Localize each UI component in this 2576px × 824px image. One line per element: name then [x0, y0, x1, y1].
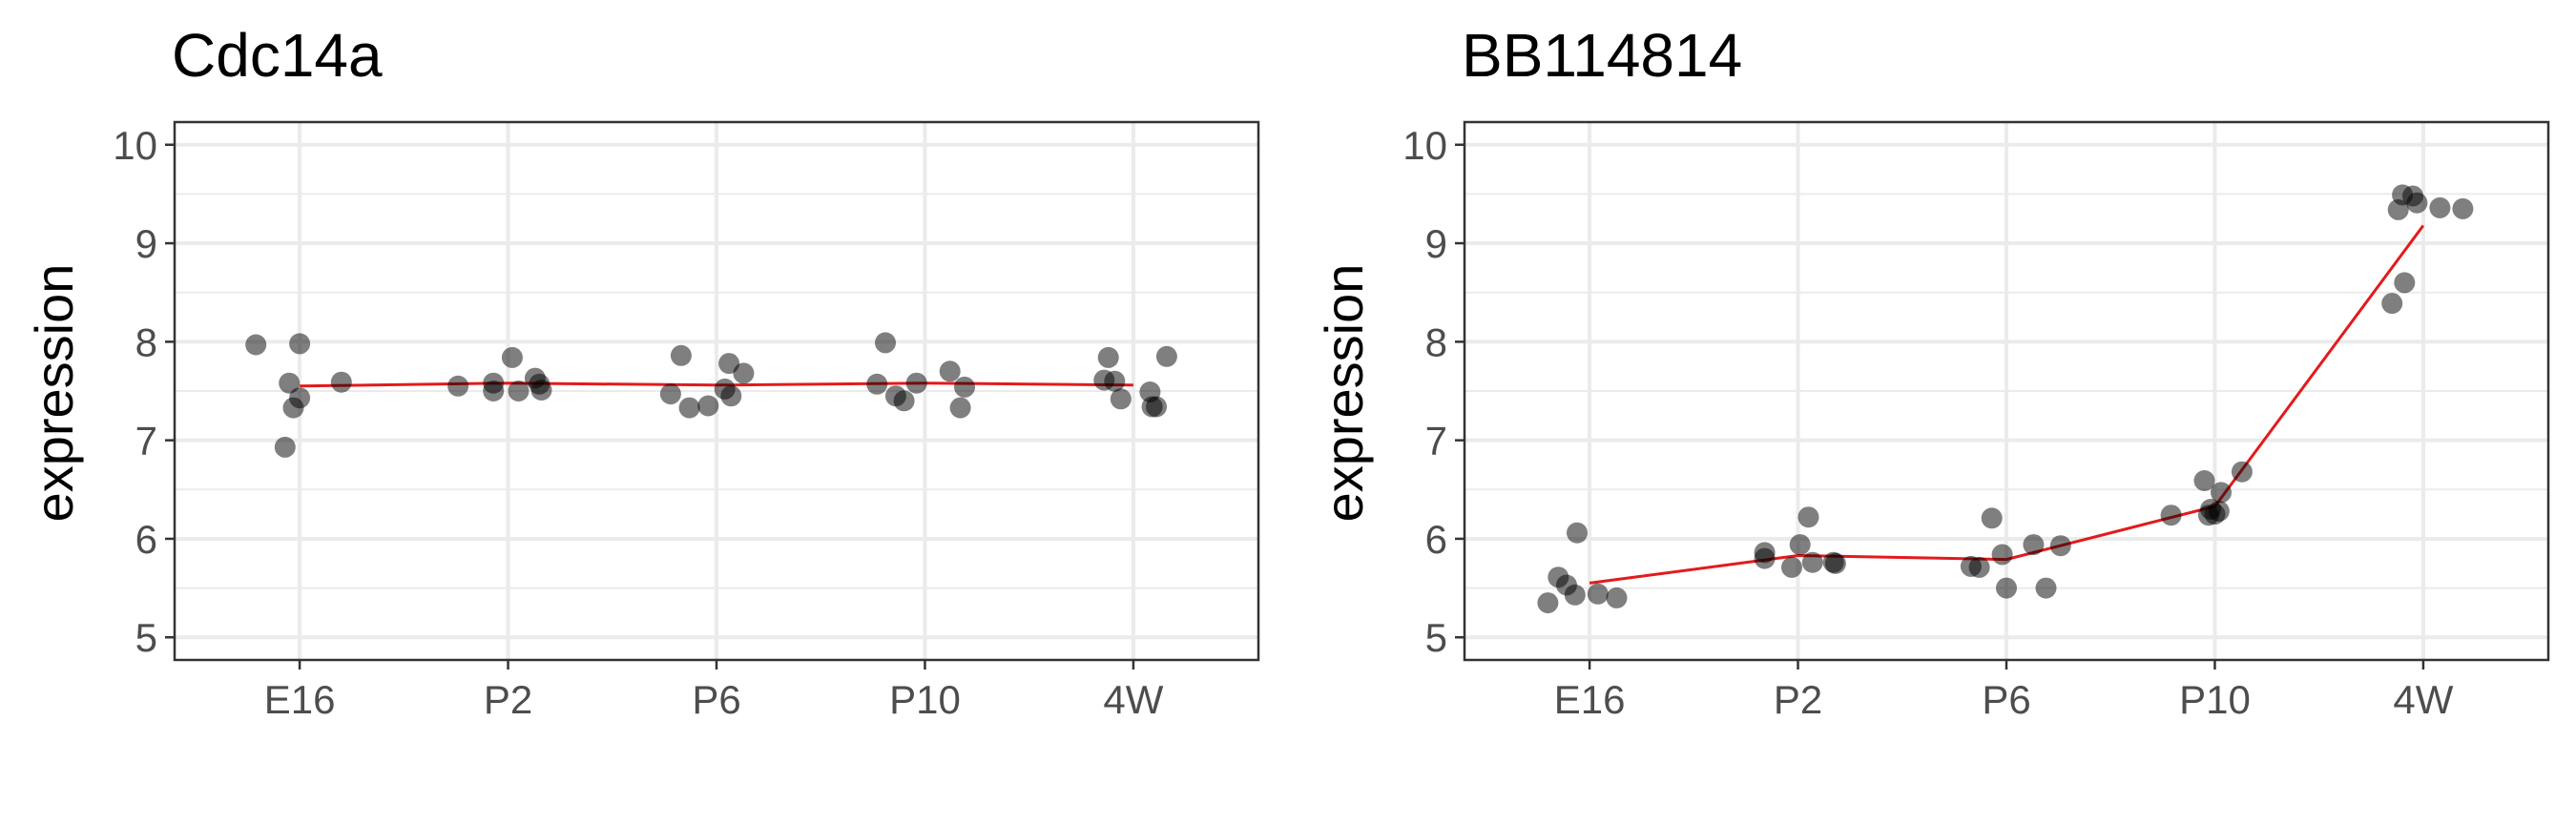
x-tick-label: E16	[1554, 677, 1626, 722]
data-point	[697, 395, 719, 417]
data-point	[678, 397, 700, 419]
data-point	[2049, 535, 2071, 557]
data-point	[1567, 522, 1588, 544]
data-point	[1968, 556, 1990, 578]
chart-panel-bb114814: BB114814 expression 5 6 7 8 9 10 E16 P2 P6 P10 4W	[1314, 21, 2550, 722]
data-point	[501, 346, 523, 368]
data-point	[2193, 470, 2215, 491]
data-point	[1789, 534, 1811, 556]
data-point	[279, 372, 301, 394]
data-point	[1564, 584, 1586, 606]
data-point	[289, 387, 311, 409]
data-point	[905, 372, 927, 394]
data-point	[2231, 461, 2253, 483]
x-tick-label: P6	[692, 677, 740, 722]
data-point	[1110, 388, 1132, 410]
data-point	[2208, 501, 2230, 522]
chart-panel-cdc14a: Cdc14a expression 5 6 7 8 9 10 E16 P2 P6 P10 4W	[24, 21, 1260, 722]
data-point	[530, 380, 552, 401]
data-point	[1754, 542, 1776, 564]
chart-title: Cdc14a	[172, 21, 383, 90]
data-point	[2211, 482, 2232, 504]
data-point	[2394, 272, 2416, 294]
data-point	[1797, 506, 1819, 528]
data-point	[954, 376, 975, 398]
data-point	[1097, 346, 1119, 368]
data-point	[2160, 505, 2182, 526]
y-axis-label: expression	[1314, 264, 1374, 523]
data-point	[875, 332, 896, 354]
data-point	[1801, 551, 1823, 573]
data-point	[2381, 293, 2403, 315]
y-tick-label: 6	[135, 517, 157, 562]
data-point	[274, 436, 296, 458]
y-axis-label: expression	[24, 264, 84, 523]
data-point	[866, 373, 888, 395]
y-tick-label: 10	[113, 123, 157, 168]
data-point	[720, 385, 742, 407]
x-tick-label: P10	[889, 677, 961, 722]
data-point	[1991, 544, 2013, 566]
data-point	[1104, 370, 1126, 392]
data-point	[1824, 552, 1846, 574]
y-tick-label: 8	[1425, 319, 1447, 364]
data-point	[2452, 197, 2474, 219]
data-point	[1781, 556, 1802, 578]
data-point	[2429, 196, 2451, 218]
data-point	[659, 383, 681, 405]
y-tick-label: 7	[135, 419, 157, 464]
data-point	[2406, 192, 2428, 214]
x-tick-label: 4W	[1103, 677, 1163, 722]
data-point	[733, 362, 755, 384]
x-tick-label: 4W	[2393, 677, 2453, 722]
data-point	[245, 334, 267, 356]
x-tick-label: P10	[2179, 677, 2251, 722]
y-tick-label: 6	[1425, 517, 1447, 562]
x-tick-label: E16	[264, 677, 336, 722]
x-tick-label: P2	[1774, 677, 1822, 722]
data-point	[330, 371, 352, 393]
x-tick-label: P6	[1982, 677, 2030, 722]
data-point	[483, 381, 505, 402]
y-tick-label: 9	[1425, 221, 1447, 266]
y-tick-label: 10	[1402, 123, 1447, 168]
chart-title: BB114814	[1462, 21, 1742, 90]
y-tick-label: 5	[1425, 615, 1447, 660]
data-point	[949, 397, 971, 419]
data-point	[1155, 345, 1177, 367]
data-point	[893, 390, 915, 412]
x-tick-label: P2	[484, 677, 532, 722]
data-point	[1606, 587, 1628, 608]
data-point	[1587, 583, 1609, 605]
data-point	[1537, 592, 1559, 614]
data-point	[670, 344, 692, 366]
y-tick-label: 9	[135, 221, 157, 266]
data-point	[508, 381, 530, 402]
data-point	[289, 333, 311, 355]
data-point	[2023, 534, 2045, 556]
data-point	[939, 360, 961, 382]
data-point	[2035, 577, 2057, 599]
data-point	[447, 375, 469, 397]
data-point	[1996, 577, 2017, 599]
y-tick-label: 8	[135, 319, 157, 364]
data-point	[1981, 507, 2003, 529]
y-tick-label: 7	[1425, 419, 1447, 464]
y-tick-label: 5	[135, 615, 157, 660]
data-point	[1146, 396, 1167, 418]
